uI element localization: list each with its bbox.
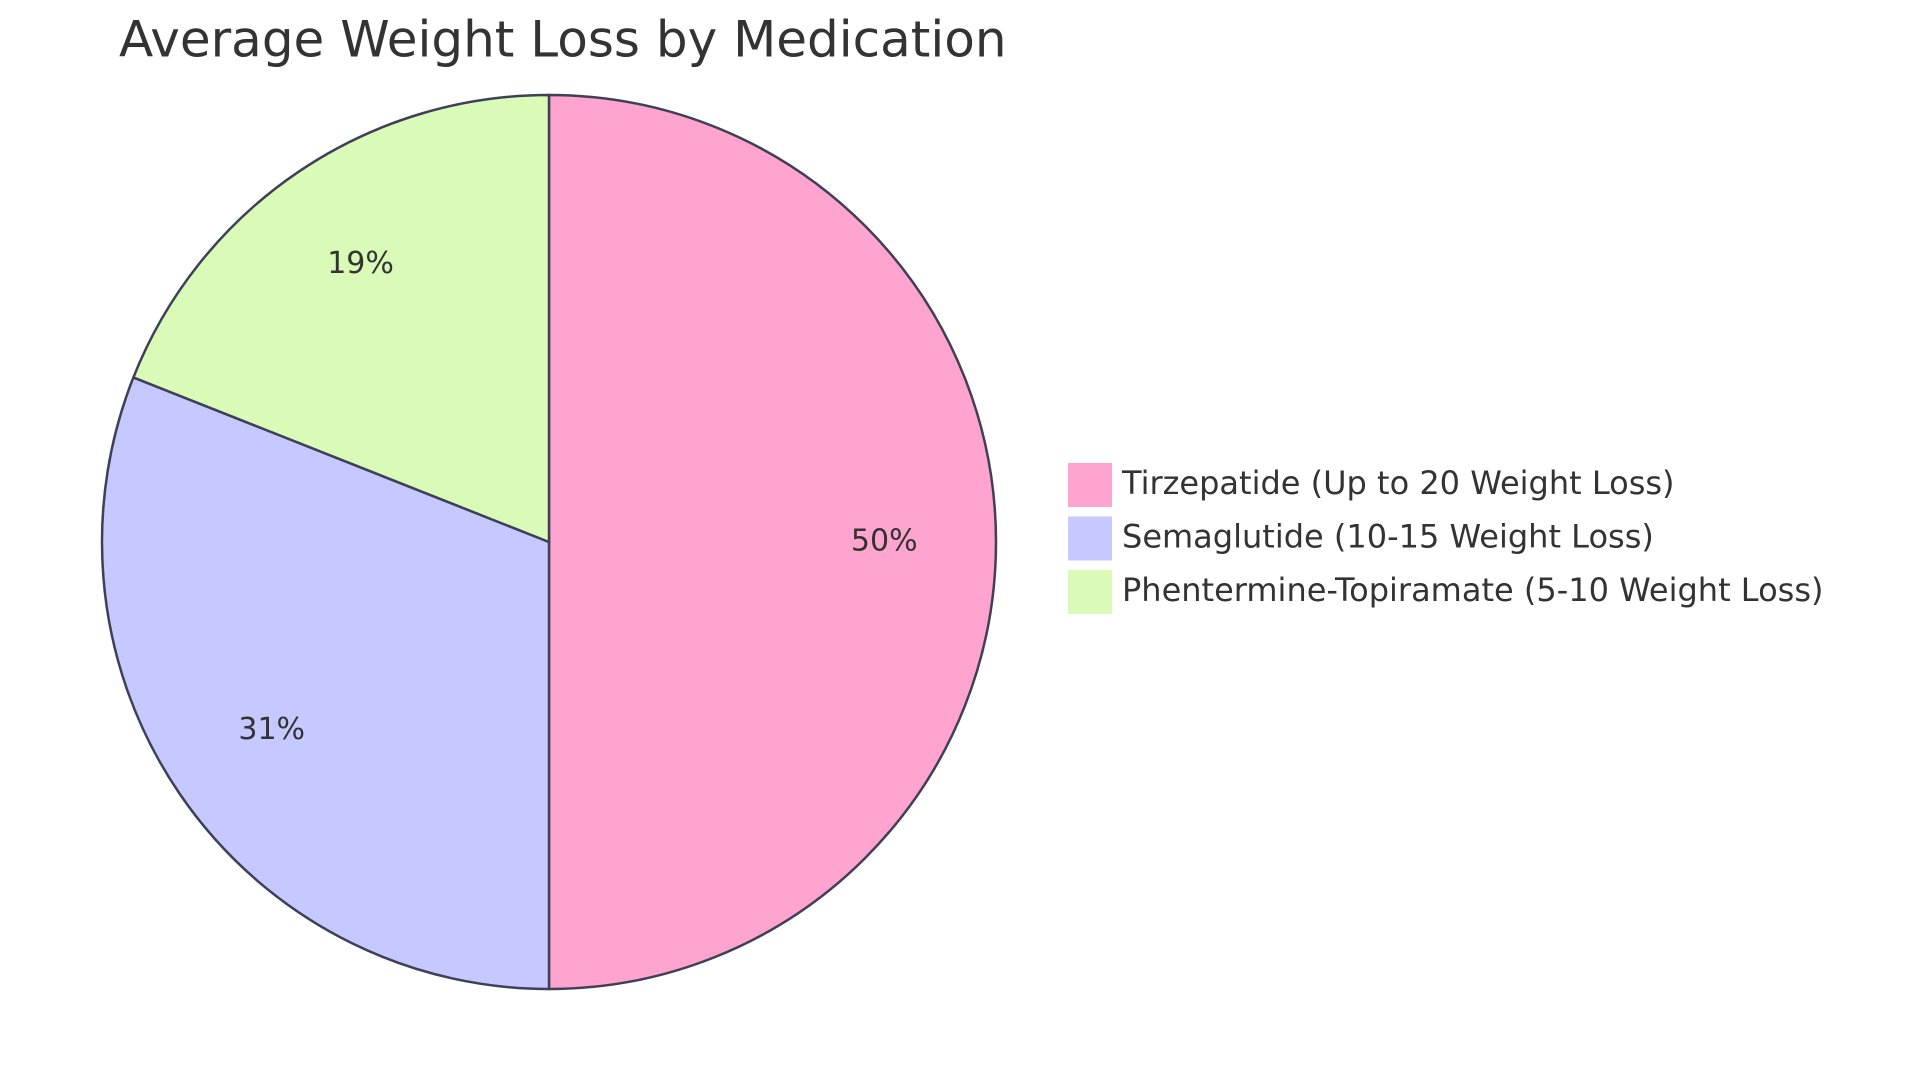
legend-swatch [1068, 463, 1112, 507]
legend-label: Phentermine-Topiramate (5-10 Weight Loss… [1122, 571, 1823, 609]
pie-slice [547, 93, 998, 991]
slice-label: 50% [851, 524, 918, 559]
pie-slice [100, 375, 551, 991]
legend-label: Tirzepatide (Up to 20 Weight Loss) [1121, 464, 1675, 502]
pie-slice [131, 93, 551, 544]
slice-label: 31% [238, 712, 305, 747]
legend-swatch [1068, 516, 1112, 561]
chart-title: Average Weight Loss by Medication [119, 11, 1007, 69]
legend-label: Semaglutide (10-15 Weight Loss) [1122, 518, 1654, 556]
legend-swatch [1068, 570, 1112, 614]
slice-label: 19% [327, 246, 394, 281]
